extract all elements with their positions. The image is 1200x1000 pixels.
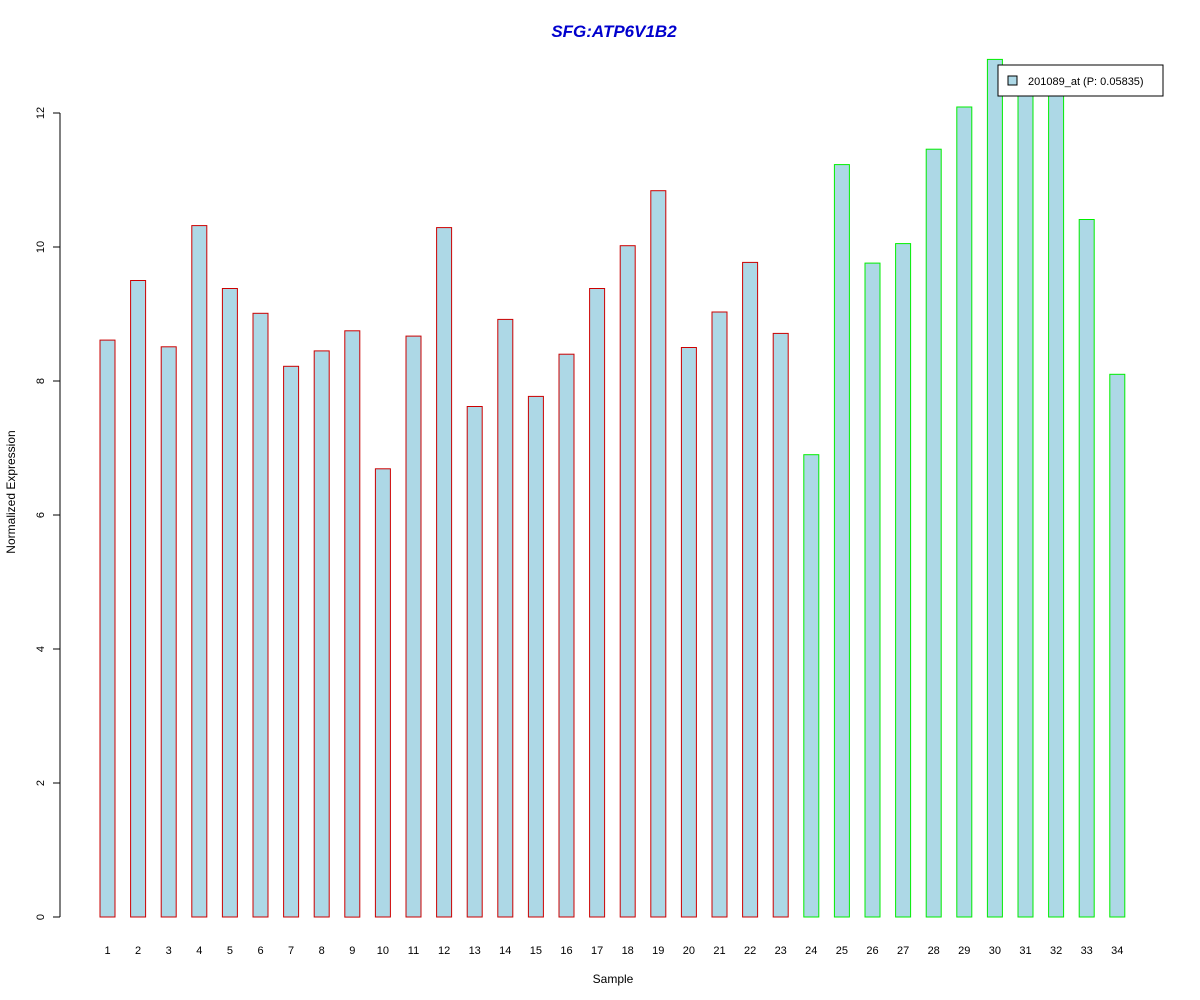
x-tick-label: 9 bbox=[349, 945, 355, 957]
bar bbox=[680, 347, 697, 918]
bar bbox=[589, 288, 606, 918]
bar bbox=[619, 245, 636, 918]
y-tick-label: 12 bbox=[35, 107, 47, 119]
x-tick-label: 27 bbox=[897, 945, 909, 957]
bar bbox=[466, 406, 483, 918]
x-tick-label: 34 bbox=[1111, 945, 1123, 957]
bar bbox=[405, 335, 422, 918]
x-tick-label: 18 bbox=[622, 945, 634, 957]
x-tick-label: 6 bbox=[257, 945, 263, 957]
x-tick-label: 21 bbox=[713, 945, 725, 957]
x-tick-label: 11 bbox=[408, 945, 419, 957]
y-tick-label: 4 bbox=[35, 646, 47, 652]
bar bbox=[344, 330, 361, 918]
bar bbox=[864, 262, 881, 918]
x-tick-label: 25 bbox=[836, 945, 848, 957]
bar bbox=[711, 311, 728, 918]
bar bbox=[527, 395, 544, 918]
x-tick-label: 15 bbox=[530, 945, 542, 957]
bar bbox=[497, 318, 514, 918]
x-tick-label: 3 bbox=[166, 945, 172, 957]
x-tick-label: 7 bbox=[288, 945, 294, 957]
legend: 201089_at (P: 0.05835) bbox=[997, 64, 1164, 97]
x-tick-label: 30 bbox=[989, 945, 1001, 957]
legend-box bbox=[997, 64, 1164, 97]
bar bbox=[925, 148, 942, 918]
x-tick-label: 31 bbox=[1019, 945, 1031, 957]
chart-title: SFG:ATP6V1B2 bbox=[551, 22, 677, 41]
x-tick-label: 29 bbox=[958, 945, 970, 957]
x-tick-label: 22 bbox=[744, 945, 756, 957]
legend-swatch bbox=[1007, 75, 1018, 86]
bar bbox=[130, 280, 147, 918]
bar bbox=[99, 339, 116, 918]
x-tick-label: 16 bbox=[560, 945, 572, 957]
x-tick-label: 26 bbox=[866, 945, 878, 957]
bar bbox=[1048, 71, 1065, 918]
x-tick-label: 17 bbox=[591, 945, 603, 957]
y-tick-label: 2 bbox=[35, 780, 47, 786]
bar bbox=[803, 454, 820, 918]
x-tick-label: 5 bbox=[227, 945, 233, 957]
x-tick-label: 19 bbox=[652, 945, 664, 957]
bar bbox=[160, 346, 177, 918]
x-tick-label: 10 bbox=[377, 945, 389, 957]
bar bbox=[772, 332, 789, 918]
y-axis: 0 2 4 6 8 10 12 bbox=[35, 107, 61, 920]
bar bbox=[1109, 373, 1126, 918]
bar bbox=[650, 190, 667, 918]
bar bbox=[558, 353, 575, 918]
bar bbox=[191, 225, 208, 918]
y-tick-label: 10 bbox=[35, 241, 47, 253]
bars bbox=[99, 58, 1126, 918]
x-tick-label: 8 bbox=[319, 945, 325, 957]
bar bbox=[436, 227, 453, 918]
x-tick-label: 12 bbox=[438, 945, 450, 957]
x-tick-label: 33 bbox=[1081, 945, 1093, 957]
bar bbox=[956, 106, 973, 918]
x-tick-label: 2 bbox=[135, 945, 141, 957]
bar bbox=[986, 58, 1003, 918]
bar bbox=[221, 288, 238, 918]
bar bbox=[1017, 81, 1034, 918]
y-axis-label: Normalized Expression bbox=[4, 430, 18, 553]
bar bbox=[252, 312, 269, 918]
y-tick-label: 0 bbox=[35, 914, 47, 920]
x-tick-label: 32 bbox=[1050, 945, 1062, 957]
x-tick-label: 4 bbox=[196, 945, 202, 957]
x-axis-label: Sample bbox=[593, 972, 634, 986]
bar bbox=[313, 350, 330, 918]
x-tick-label: 13 bbox=[469, 945, 481, 957]
x-tick-label: 28 bbox=[928, 945, 940, 957]
bar bbox=[895, 243, 912, 918]
y-tick-label: 8 bbox=[35, 378, 47, 384]
x-axis-tick-labels: 1 2 3 4 5 6 7 8 9 10 11 12 13 14 15 16 17 18 19 20 21 22 23 24 2… bbox=[104, 945, 1123, 957]
bar bbox=[1078, 219, 1095, 918]
x-tick-label: 14 bbox=[499, 945, 511, 957]
x-tick-label: 24 bbox=[805, 945, 817, 957]
x-tick-label: 20 bbox=[683, 945, 695, 957]
bar bbox=[742, 261, 759, 918]
x-tick-label: 23 bbox=[775, 945, 787, 957]
legend-entry-label: 201089_at (P: 0.05835) bbox=[1028, 76, 1144, 88]
x-tick-label: 1 bbox=[104, 945, 110, 957]
bar bbox=[283, 365, 300, 918]
bar bbox=[833, 164, 850, 918]
bar bbox=[374, 468, 391, 918]
y-tick-label: 6 bbox=[35, 512, 47, 518]
